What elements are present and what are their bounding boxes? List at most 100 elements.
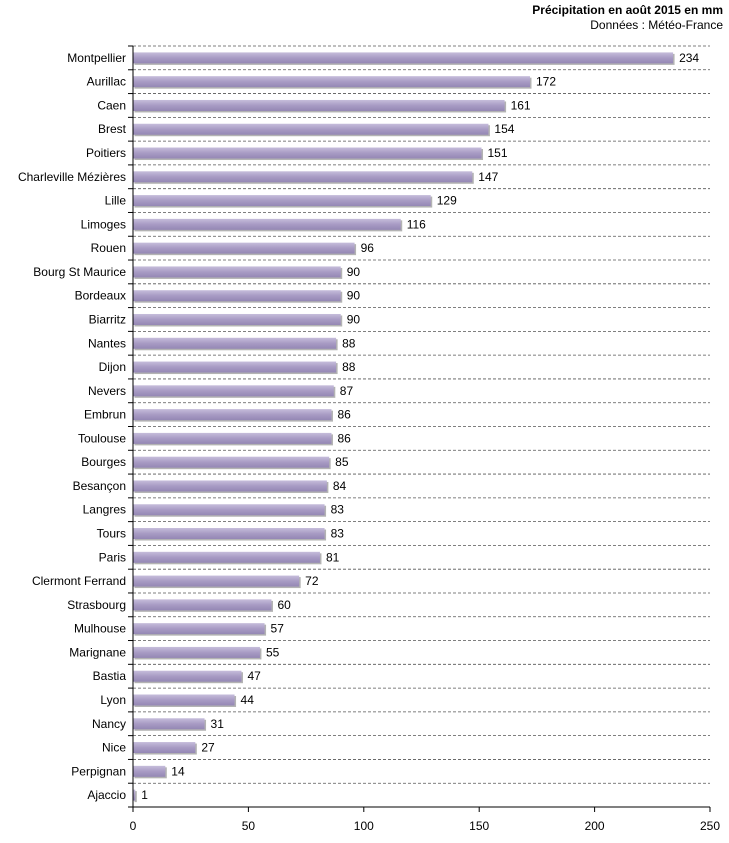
value-label: 14 xyxy=(171,764,185,778)
chart-source: Données : Météo-France xyxy=(590,18,723,32)
bar-nice xyxy=(133,742,196,754)
x-tick-label: 0 xyxy=(130,819,137,833)
x-tick-label: 250 xyxy=(700,819,720,833)
category-label: Strasbourg xyxy=(67,598,126,612)
category-label: Paris xyxy=(99,550,126,564)
category-label: Perpignan xyxy=(71,764,126,778)
bar-brest xyxy=(133,123,489,135)
value-label: 147 xyxy=(478,170,498,184)
value-label: 234 xyxy=(679,51,699,65)
value-label: 90 xyxy=(347,265,361,279)
category-label: Tours xyxy=(97,527,126,541)
bar-charleville-m-zi-res xyxy=(133,171,473,183)
bar-lille xyxy=(133,195,431,207)
value-label: 151 xyxy=(488,146,508,160)
value-label: 154 xyxy=(494,122,514,136)
bar-caen xyxy=(133,99,505,111)
category-label: Bastia xyxy=(93,669,127,683)
value-label: 55 xyxy=(266,645,280,659)
value-label: 81 xyxy=(326,550,340,564)
category-label: Lyon xyxy=(100,693,126,707)
bar-montpellier xyxy=(133,52,674,64)
category-label: Nantes xyxy=(88,336,126,350)
category-label: Ajaccio xyxy=(87,788,126,802)
bar-strasbourg xyxy=(133,599,272,611)
category-label: Toulouse xyxy=(78,431,126,445)
bar-clermont-ferrand xyxy=(133,575,300,587)
chart-title: Précipitation en août 2015 en mm xyxy=(532,3,723,17)
value-label: 47 xyxy=(247,669,261,683)
category-label: Aurillac xyxy=(87,75,126,89)
category-label: Langres xyxy=(83,503,126,517)
x-tick-label: 150 xyxy=(469,819,489,833)
category-label: Limoges xyxy=(81,217,126,231)
value-label: 57 xyxy=(271,622,285,636)
bar-nevers xyxy=(133,385,334,397)
value-label: 86 xyxy=(337,431,351,445)
value-label: 31 xyxy=(211,717,225,731)
category-label: Bourg St Maurice xyxy=(33,265,126,279)
category-label: Marignane xyxy=(69,645,126,659)
bar-embrun xyxy=(133,409,332,421)
category-label: Embrun xyxy=(84,408,126,422)
value-label: 116 xyxy=(407,217,426,231)
x-tick-label: 200 xyxy=(585,819,605,833)
bar-paris xyxy=(133,551,320,563)
category-label: Bourges xyxy=(81,455,126,469)
bar-poitiers xyxy=(133,147,482,159)
value-label: 83 xyxy=(331,503,345,517)
category-label: Nice xyxy=(102,741,126,755)
bar-besan-on xyxy=(133,480,327,492)
bar-limoges xyxy=(133,218,401,230)
category-label: Lille xyxy=(105,194,127,208)
bar-perpignan xyxy=(133,765,166,777)
category-label: Montpellier xyxy=(67,51,126,65)
category-label: Bordeaux xyxy=(75,289,126,303)
value-label: 96 xyxy=(361,241,375,255)
x-tick-label: 100 xyxy=(354,819,374,833)
bar-lyon xyxy=(133,694,235,706)
category-label: Nancy xyxy=(92,717,126,731)
category-label: Poitiers xyxy=(86,146,126,160)
value-label: 87 xyxy=(340,384,354,398)
value-label: 90 xyxy=(347,289,361,303)
category-label: Charleville Mézières xyxy=(18,170,126,184)
value-label: 86 xyxy=(337,408,351,422)
bar-dijon xyxy=(133,361,337,373)
chart-title-block: Précipitation en août 2015 en mm Données… xyxy=(532,3,723,33)
value-label: 90 xyxy=(347,312,361,326)
bar-bourges xyxy=(133,456,330,468)
value-label: 172 xyxy=(536,75,556,89)
bar-biarritz xyxy=(133,313,341,325)
category-label: Besançon xyxy=(73,479,126,493)
bar-marignane xyxy=(133,646,260,658)
bar-bastia xyxy=(133,670,242,682)
bar-bordeaux xyxy=(133,290,341,302)
value-label: 60 xyxy=(277,598,291,612)
bar-langres xyxy=(133,504,325,516)
x-tick-label: 50 xyxy=(242,819,256,833)
category-label: Biarritz xyxy=(89,312,126,326)
category-label: Dijon xyxy=(99,360,126,374)
value-label: 88 xyxy=(342,360,356,374)
value-label: 88 xyxy=(342,336,356,350)
bar-shadow xyxy=(134,791,137,803)
bar-mulhouse xyxy=(133,623,265,635)
bar-ajaccio xyxy=(133,789,136,801)
value-label: 161 xyxy=(511,98,531,112)
value-label: 129 xyxy=(437,194,457,208)
category-label: Rouen xyxy=(91,241,126,255)
category-label: Nevers xyxy=(88,384,126,398)
value-label: 85 xyxy=(335,455,349,469)
bar-nancy xyxy=(133,718,205,730)
bars xyxy=(133,52,675,803)
category-label: Mulhouse xyxy=(74,622,126,636)
category-label: Clermont Ferrand xyxy=(32,574,126,588)
value-label: 27 xyxy=(201,741,215,755)
bar-aurillac xyxy=(133,76,530,88)
bar-bourg-st-maurice xyxy=(133,266,341,278)
grid-lines xyxy=(133,45,710,808)
category-label: Caen xyxy=(97,98,126,112)
value-label: 72 xyxy=(305,574,319,588)
